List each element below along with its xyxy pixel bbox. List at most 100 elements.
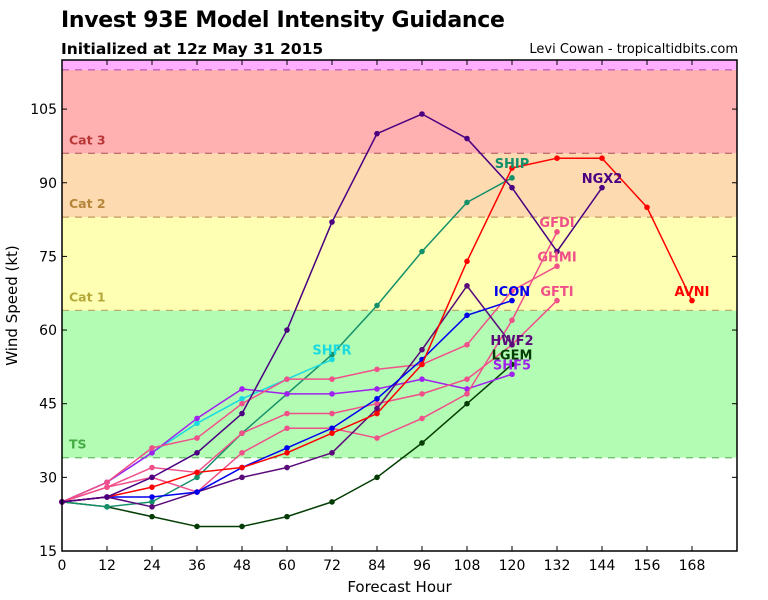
data-point-avni: [329, 430, 335, 436]
series-label-gfdi: GFDI: [539, 216, 574, 231]
x-tick-label: 168: [679, 558, 706, 574]
data-point-gfti: [419, 391, 425, 397]
x-tick-label: 156: [634, 558, 661, 574]
data-point-ghmi: [329, 376, 335, 382]
data-point-ngx2: [509, 184, 515, 191]
data-point-lgem: [329, 499, 335, 505]
series-label-lgem: LGEM: [492, 349, 533, 364]
x-tick-label: 84: [368, 558, 386, 574]
data-point-ngx2: [419, 111, 425, 117]
series-label-shf5: SHF5: [493, 358, 531, 373]
data-point-avni: [644, 204, 650, 211]
band-cat-2: [62, 153, 737, 218]
data-point-shf5: [194, 415, 200, 422]
data-point-ghmi: [554, 263, 560, 270]
data-point-shf5: [374, 386, 380, 392]
data-point-avni: [419, 361, 425, 368]
data-point-icon: [464, 312, 470, 319]
band-cat-3: [62, 69, 737, 154]
data-point-shf5: [509, 371, 515, 378]
data-point-ngx2: [374, 130, 380, 137]
data-point-ghmi: [374, 366, 380, 373]
data-point-gfti: [374, 400, 380, 407]
data-point-icon: [374, 395, 380, 402]
series-line-gfdi: [61, 231, 558, 503]
x-tick-label: 24: [143, 558, 161, 574]
series-label-hwf2: HWF2: [490, 334, 533, 349]
data-point-lgem: [374, 474, 380, 481]
data-point-gfti: [554, 297, 560, 304]
y-tick-label: 30: [39, 470, 57, 486]
x-tick-label: 36: [188, 558, 206, 574]
y-tick-label: 75: [39, 249, 57, 265]
data-point-ship: [464, 199, 470, 206]
data-point-gfdi: [374, 435, 380, 441]
data-point-lgem: [419, 440, 425, 446]
data-point-lgem: [464, 400, 470, 407]
data-point-ship: [149, 499, 155, 505]
axes: 0 12 24 36 48 60 72 84 96 108 120 132 144 156 168 15 30 4…: [3, 59, 738, 596]
data-point-lgem: [509, 361, 515, 368]
band-cat-4: [62, 60, 737, 70]
data-point-lgem: [239, 523, 245, 530]
band-cat-1: [62, 217, 737, 311]
data-point-ghmi: [149, 445, 155, 451]
data-point-hwf2: [509, 341, 515, 348]
data-point-avni: [689, 297, 695, 304]
data-point-avni: [374, 410, 380, 417]
data-point-hwf2: [374, 405, 380, 412]
data-point-gfti: [284, 410, 290, 417]
x-axis-title: Forecast Hour: [347, 578, 452, 596]
data-point-shf5: [239, 386, 245, 392]
chart-subtitle: Initialized at 12z May 31 2015: [61, 40, 324, 58]
data-point-shfr: [329, 356, 335, 363]
series-label-ship: SHIP: [495, 157, 530, 172]
data-point-gfdi: [284, 425, 290, 432]
series-label-gfti: GFTI: [540, 285, 573, 300]
data-point-avni: [464, 258, 470, 265]
data-point-ngx2: [104, 494, 110, 500]
data-point-shfr: [239, 395, 245, 402]
data-point-ghmi: [284, 376, 290, 382]
data-point-gfdi: [464, 391, 470, 397]
x-tick-label: 12: [98, 558, 116, 574]
x-tick-label: 132: [544, 558, 571, 574]
series-label-ngx2: NGX2: [582, 172, 623, 187]
data-point-avni: [284, 450, 290, 456]
y-tick-label: 90: [39, 176, 57, 192]
data-point-shf5: [419, 376, 425, 382]
model-series: [59, 111, 695, 530]
data-point-avni: [149, 484, 155, 490]
data-point-ngx2: [194, 450, 200, 456]
y-tick-label: 105: [30, 102, 57, 118]
data-point-lgem: [149, 513, 155, 520]
data-point-ghmi: [509, 287, 515, 294]
data-point-gfdi: [419, 415, 425, 422]
data-point-ship: [104, 504, 110, 510]
data-point-ship: [374, 302, 380, 309]
y-tick-label: 45: [39, 397, 57, 413]
series-labels: SHIP NGX2 GFDI GHMI ICON GFTI AVNI SHFR HWF2LGEM…: [312, 157, 709, 373]
series-line-gfti: [61, 300, 558, 503]
data-point-gfdi: [239, 450, 245, 456]
x-tick-label: 48: [233, 558, 251, 574]
data-point-avni: [599, 155, 605, 161]
data-point-ngx2: [554, 248, 560, 255]
data-point-gfdi: [554, 229, 560, 235]
data-point-ghmi: [239, 400, 245, 407]
band-label-cat-2: Cat 2: [69, 196, 106, 211]
data-point-shf5: [284, 391, 290, 397]
plot-frame: [61, 59, 738, 552]
data-point-icon: [509, 297, 515, 304]
data-point-ghmi: [104, 479, 110, 486]
data-point-ghmi: [194, 435, 200, 441]
x-tick-label: 72: [323, 558, 341, 574]
data-point-ngx2: [464, 135, 470, 142]
data-point-ngx2: [149, 474, 155, 481]
series-label-icon: ICON: [494, 285, 530, 300]
series-label-ghmi: GHMI: [537, 250, 576, 265]
data-point-shf5: [149, 450, 155, 456]
data-point-shfr: [194, 420, 200, 427]
data-point-ngx2: [329, 219, 335, 225]
y-axis-title: Wind Speed (kt): [3, 245, 21, 366]
